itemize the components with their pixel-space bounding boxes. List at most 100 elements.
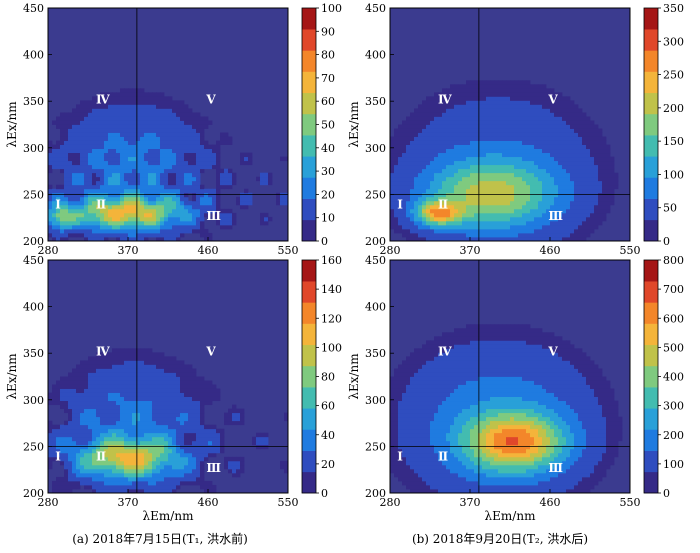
- heat-cell: [200, 205, 204, 209]
- heat-cell: [594, 197, 598, 201]
- heat-cell: [80, 401, 84, 405]
- heat-cell: [88, 485, 92, 489]
- heat-cell: [196, 401, 200, 405]
- heat-cell: [100, 469, 104, 473]
- heat-cell: [64, 185, 68, 189]
- heat-cell: [172, 169, 176, 173]
- heat-cell: [112, 100, 116, 104]
- heat-cell: [450, 141, 454, 145]
- heat-cell: [160, 157, 164, 161]
- heat-cell: [84, 108, 88, 112]
- heat-cell: [200, 417, 204, 421]
- heat-cell: [64, 177, 68, 181]
- heat-cell: [156, 473, 160, 477]
- heat-cell: [462, 169, 466, 173]
- heat-cell: [426, 205, 430, 209]
- heat-cell: [474, 181, 478, 185]
- heat-cell: [606, 189, 610, 193]
- heat-cell: [76, 149, 80, 153]
- heat-cell: [48, 225, 52, 229]
- heat-cell: [390, 205, 394, 209]
- heat-cell: [180, 397, 184, 401]
- heat-cell: [514, 96, 518, 100]
- heat-cell: [132, 356, 136, 360]
- heat-cell: [208, 437, 212, 441]
- heat-cell: [112, 193, 116, 197]
- heat-cell: [160, 185, 164, 189]
- heat-cell: [594, 153, 598, 157]
- heat-cell: [526, 108, 530, 112]
- heat-cell: [534, 145, 538, 149]
- heat-cell: [64, 445, 68, 449]
- heat-cell: [470, 181, 474, 185]
- heat-cell: [96, 116, 100, 120]
- heat-cell: [542, 112, 546, 116]
- x-tick-label: 550: [620, 244, 641, 257]
- heat-cell: [172, 368, 176, 372]
- heat-cell: [188, 205, 192, 209]
- heat-cell: [112, 165, 116, 169]
- heat-cell: [144, 229, 148, 233]
- heat-cell: [168, 145, 172, 149]
- heat-cell: [470, 145, 474, 149]
- heat-cell: [120, 157, 124, 161]
- heat-cell: [88, 217, 92, 221]
- heat-cell: [534, 120, 538, 124]
- heat-cell: [148, 145, 152, 149]
- colorbar-segment: [302, 135, 316, 156]
- heat-cell: [72, 141, 76, 145]
- heat-cell: [128, 377, 132, 381]
- heat-cell: [280, 465, 284, 469]
- heat-cell: [184, 108, 188, 112]
- heat-cell: [558, 233, 562, 237]
- heat-cell: [220, 137, 224, 141]
- heat-cell: [522, 205, 526, 209]
- heat-cell: [510, 233, 514, 237]
- colorbar-tick-label: 60: [321, 400, 335, 413]
- heat-cell: [96, 389, 100, 393]
- heat-cell: [124, 165, 128, 169]
- heat-cell: [148, 437, 152, 441]
- heat-cell: [466, 133, 470, 137]
- heat-cell: [418, 157, 422, 161]
- heat-cell: [196, 209, 200, 213]
- heat-cell: [534, 173, 538, 177]
- heat-cell: [406, 129, 410, 133]
- heat-cell: [224, 225, 228, 229]
- heat-cell: [92, 137, 96, 141]
- heat-cell: [228, 217, 232, 221]
- heat-cell: [602, 193, 606, 197]
- heat-cell: [406, 189, 410, 193]
- colorbar-tick-label: 90: [321, 25, 335, 38]
- heat-cell: [510, 181, 514, 185]
- heat-cell: [232, 461, 236, 465]
- heat-cell: [526, 197, 530, 201]
- heat-cell: [96, 213, 100, 217]
- heat-cell: [152, 356, 156, 360]
- heat-cell: [498, 84, 502, 88]
- heat-cell: [84, 389, 88, 393]
- heat-cell: [606, 193, 610, 197]
- heat-cell: [216, 153, 220, 157]
- heat-cell: [260, 441, 264, 445]
- heat-cell: [116, 193, 120, 197]
- heat-cell: [518, 165, 522, 169]
- heat-cell: [108, 120, 112, 124]
- heat-cell: [438, 185, 442, 189]
- heat-cell: [574, 125, 578, 129]
- heat-cell: [216, 201, 220, 205]
- heat-cell: [482, 197, 486, 201]
- heat-cell: [48, 141, 52, 145]
- heat-cell: [470, 84, 474, 88]
- heat-cell: [192, 181, 196, 185]
- heat-cell: [176, 401, 180, 405]
- heat-cell: [498, 108, 502, 112]
- heat-cell: [594, 189, 598, 193]
- heat-cell: [510, 225, 514, 229]
- heat-cell: [124, 437, 128, 441]
- heat-cell: [124, 104, 128, 108]
- heat-cell: [48, 189, 52, 193]
- heat-cell: [534, 181, 538, 185]
- heat-cell: [196, 465, 200, 469]
- heat-cell: [204, 425, 208, 429]
